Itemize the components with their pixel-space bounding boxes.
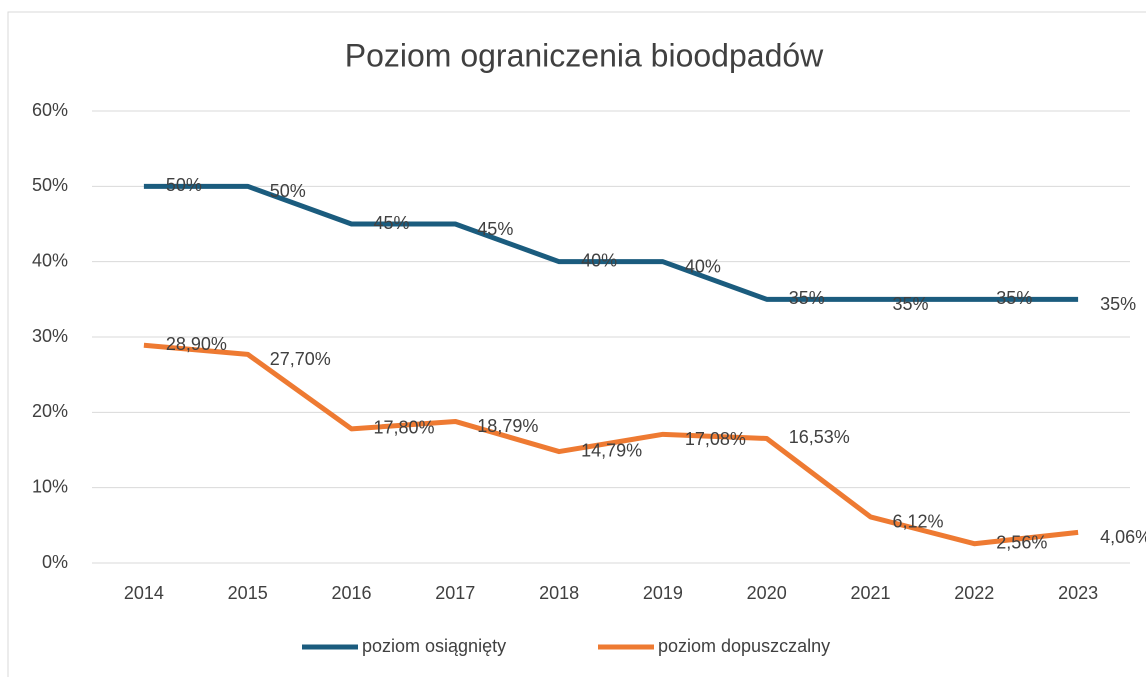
series-line (143, 183, 1079, 302)
data-label: 6,12% (893, 512, 944, 532)
data-label: 35% (789, 288, 825, 308)
y-tick-label: 60% (32, 100, 68, 120)
data-label: 35% (893, 294, 929, 314)
data-label: 2,56% (996, 532, 1047, 552)
data-label: 4,06% (1100, 527, 1146, 547)
x-tick-label: 2017 (435, 583, 475, 603)
x-tick-label: 2019 (643, 583, 683, 603)
chart-title: Poziom ograniczenia bioodpadów (345, 37, 824, 73)
y-tick-label: 20% (32, 401, 68, 421)
chart-border (7, 11, 1146, 677)
data-label: 50% (166, 175, 202, 195)
data-label: 45% (477, 219, 513, 239)
data-label: 35% (996, 288, 1032, 308)
x-tick-label: 2016 (331, 583, 371, 603)
data-label: 17,80% (374, 418, 435, 438)
x-tick-label: 2020 (747, 583, 787, 603)
legend-label: poziom dopuszczalny (658, 636, 830, 656)
legend-label: poziom osiągnięty (362, 636, 506, 656)
y-tick-label: 40% (32, 250, 68, 270)
y-tick-label: 30% (32, 326, 68, 346)
data-label: 28,90% (166, 334, 227, 354)
x-tick-label: 2018 (539, 583, 579, 603)
y-tick-label: 50% (32, 175, 68, 195)
data-label: 40% (685, 256, 721, 276)
data-label: 17,08% (685, 429, 746, 449)
x-tick-label: 2015 (228, 583, 268, 603)
data-label: 45% (374, 213, 410, 233)
data-label: 35% (1100, 294, 1136, 314)
x-tick-label: 2022 (954, 583, 994, 603)
x-tick-label: 2014 (124, 583, 164, 603)
y-tick-label: 0% (42, 552, 68, 572)
data-label: 14,79% (581, 440, 642, 460)
x-tick-label: 2021 (850, 583, 890, 603)
data-label: 40% (581, 250, 617, 270)
data-label: 18,79% (477, 416, 538, 436)
x-tick-label: 2023 (1058, 583, 1098, 603)
y-tick-label: 10% (32, 476, 68, 496)
data-label: 50% (270, 181, 306, 201)
data-label: 16,53% (789, 427, 850, 447)
series-line (143, 342, 1079, 547)
data-label: 27,70% (270, 349, 331, 369)
